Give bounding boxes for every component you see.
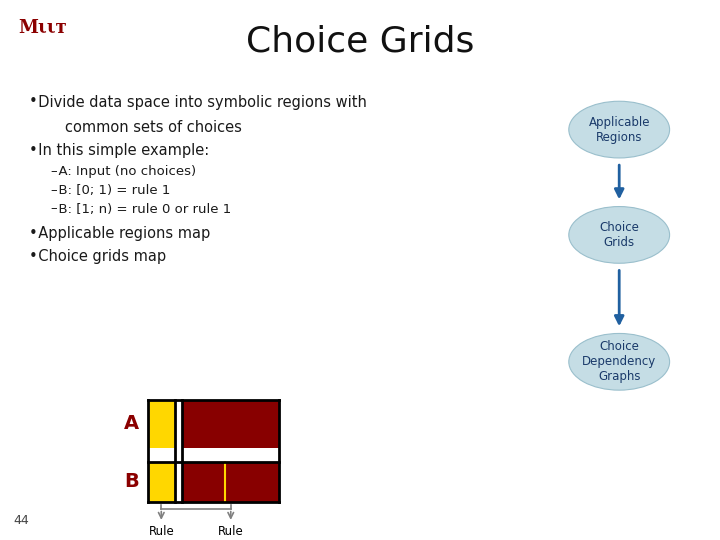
Text: A: Input (no choices): A: Input (no choices) <box>50 165 197 178</box>
Text: Choice
Grids: Choice Grids <box>599 221 639 249</box>
Text: –: – <box>50 165 57 178</box>
Ellipse shape <box>569 102 670 158</box>
Text: –: – <box>50 202 57 215</box>
Text: •: • <box>29 143 37 158</box>
Bar <box>148 400 175 448</box>
Bar <box>148 448 279 462</box>
Text: Choice Grids: Choice Grids <box>246 24 474 58</box>
Bar <box>182 462 279 502</box>
Text: Mιιт: Mιιт <box>18 19 67 37</box>
Text: common sets of choices: common sets of choices <box>65 120 242 135</box>
Text: –: – <box>50 184 57 197</box>
Text: Rule
0 or 1: Rule 0 or 1 <box>214 525 248 540</box>
Text: Choice grids map: Choice grids map <box>29 249 171 265</box>
Text: •: • <box>29 249 37 265</box>
Text: B: B <box>125 472 139 491</box>
Ellipse shape <box>569 333 670 390</box>
Text: •: • <box>29 94 37 110</box>
Text: B: [1; n) = rule 0 or rule 1: B: [1; n) = rule 0 or rule 1 <box>50 202 232 215</box>
Text: Applicable
Regions: Applicable Regions <box>588 116 650 144</box>
Text: •: • <box>29 226 37 241</box>
Text: Choice
Dependency
Graphs: Choice Dependency Graphs <box>582 340 657 383</box>
Text: A: A <box>124 414 140 434</box>
Text: 44: 44 <box>13 514 29 526</box>
Ellipse shape <box>569 206 670 264</box>
Text: In this simple example:: In this simple example: <box>29 143 209 158</box>
Bar <box>148 462 175 502</box>
Text: B: [0; 1) = rule 1: B: [0; 1) = rule 1 <box>50 184 171 197</box>
Bar <box>182 400 279 448</box>
Text: Rule
1: Rule 1 <box>148 525 174 540</box>
Text: Applicable regions map: Applicable regions map <box>29 226 215 241</box>
Text: Divide data space into symbolic regions with: Divide data space into symbolic regions … <box>29 94 366 110</box>
